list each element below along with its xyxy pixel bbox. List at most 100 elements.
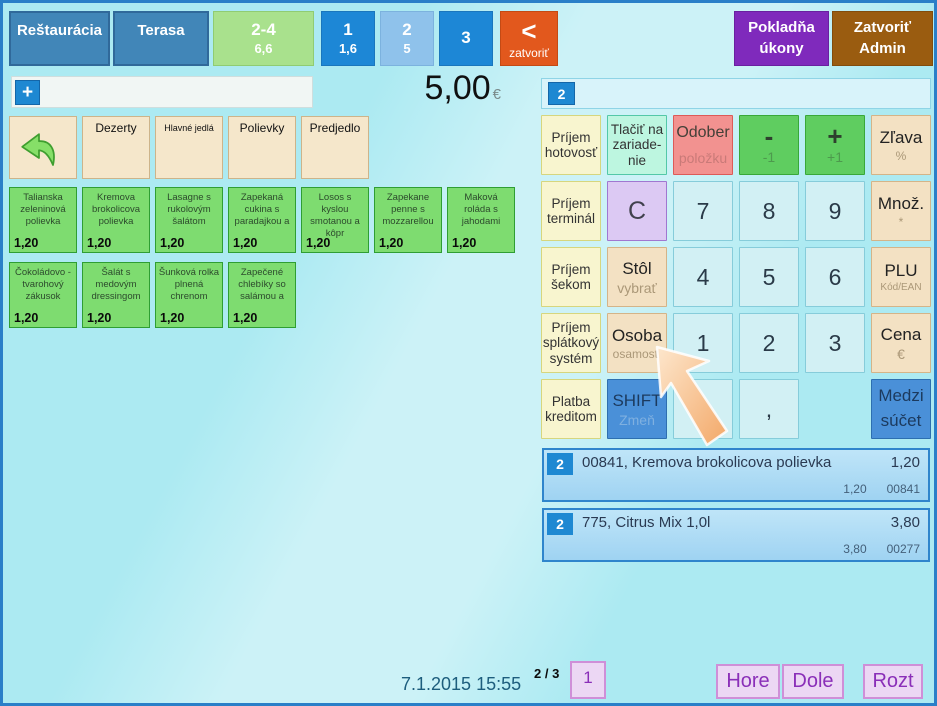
product-button[interactable]: Zapečené chlebíky so salámou a 1,20 (228, 262, 296, 328)
subtotal-button[interactable]: Medzi súčet (871, 379, 931, 439)
close-admin-line2: Admin (859, 39, 906, 57)
order-item-code: 00841 (886, 482, 920, 496)
digit-3-key[interactable]: 3 (805, 313, 865, 373)
category-tab-dezerty[interactable]: Dezerty (82, 116, 150, 179)
remove-item-sublabel: položku (678, 150, 728, 166)
table-number: 2-4 (251, 20, 276, 39)
cash-actions-button[interactable]: Pokladňa úkony (734, 11, 829, 66)
product-button[interactable]: Šalát s medovým dressingom 1,20 (82, 262, 150, 328)
digit-1-key[interactable]: 1 (673, 313, 733, 373)
comma-key[interactable]: , (739, 379, 799, 439)
digit-5-key[interactable]: 5 (739, 247, 799, 307)
empty-cell (805, 379, 865, 439)
split-button[interactable]: Rozt (863, 664, 923, 699)
plu-button[interactable]: PLU Kód/EAN (871, 247, 931, 307)
category-bar: Dezerty Hlavné jedlá Polievky Predjedlo (9, 116, 369, 179)
increment-button[interactable]: + +1 (805, 115, 865, 175)
product-name: Zapečené chlebíky so salámou a (238, 267, 286, 302)
category-tab-polievky[interactable]: Polievky (228, 116, 296, 179)
product-name: Šalát s medovým dressingom (91, 267, 141, 302)
product-button[interactable]: Čokoládovo - tvarohový zákusok 1,20 (9, 262, 77, 328)
close-admin-button[interactable]: Zatvoriť Admin (832, 11, 933, 66)
payment-credit-button[interactable]: Platba kreditom (541, 379, 601, 439)
increment-sublabel: +1 (827, 149, 843, 166)
product-button[interactable]: Kremova brokolicova polievka 1,20 (82, 187, 150, 253)
room-restaurant-button[interactable]: Reštaurácia (9, 11, 110, 66)
scroll-down-button[interactable]: Dole (782, 664, 844, 699)
remove-item-label: Odober (676, 124, 730, 141)
table-sublabel: vybrať (617, 279, 657, 296)
payment-cash-button[interactable]: Príjem hotovosť (541, 115, 601, 175)
product-name: Maková roláda s jahodami (461, 192, 501, 227)
person-sublabel: osamost. (612, 346, 662, 361)
order-item-code: 00277 (886, 542, 920, 556)
category-back-button[interactable] (9, 116, 77, 179)
order-item-price: 1,20 (890, 454, 920, 471)
cash-actions-line1: Pokladňa (748, 19, 815, 37)
order-item[interactable]: 2 775, Citrus Mix 1,0l 3,80 3,80 00277 (542, 508, 930, 562)
product-button[interactable]: Zapekane penne s mozzarellou 1,20 (374, 187, 442, 253)
table-button-3[interactable]: 3 (439, 11, 493, 66)
order-qty-badge: 2 (547, 453, 573, 475)
product-row: Talianska zeleninová polievka 1,20 Kremo… (9, 187, 515, 253)
product-name: Čokoládovo - tvarohový zákusok (15, 267, 71, 302)
scroll-up-button[interactable]: Hore (716, 664, 780, 699)
category-tab-hlavne-jedla[interactable]: Hlavné jedlá (155, 116, 223, 179)
product-button[interactable]: Šunková rolka plnená chrenom 1,20 (155, 262, 223, 328)
digit-7-key[interactable]: 7 (673, 181, 733, 241)
quantity-button[interactable]: Množ. * (871, 181, 931, 241)
digit-6-key[interactable]: 6 (805, 247, 865, 307)
payment-installments-button[interactable]: Príjem splátkový systém (541, 313, 601, 373)
payment-cheque-button[interactable]: Príjem šekom (541, 247, 601, 307)
digit-8-key[interactable]: 8 (739, 181, 799, 241)
product-name: Lasagne s rukolovým šalátom (167, 192, 211, 227)
product-name: Losos s kyslou smotanou a kôpr (310, 192, 360, 239)
person-label: Osoba (611, 325, 663, 345)
discount-button[interactable]: Zľava % (871, 115, 931, 175)
remove-item-button[interactable]: Odober položku (673, 115, 733, 175)
digit-9-key[interactable]: 9 (805, 181, 865, 241)
close-admin-line1: Zatvoriť (853, 19, 912, 37)
shift-button[interactable]: SHIFT Zmeň (607, 379, 667, 439)
print-to-device-button[interactable]: Tlačiť na zariade- nie (607, 115, 667, 175)
product-button[interactable]: Talianska zeleninová polievka 1,20 (9, 187, 77, 253)
add-item-button[interactable]: + (15, 80, 40, 105)
select-table-button[interactable]: Stôl vybrať (607, 247, 667, 307)
product-row: Čokoládovo - tvarohový zákusok 1,20 Šalá… (9, 262, 296, 328)
product-price: 1,20 (306, 236, 331, 250)
payment-terminal-button[interactable]: Príjem terminál (541, 181, 601, 241)
person-button[interactable]: Osoba osamost. (607, 313, 667, 373)
room-terrace-button[interactable]: Terasa (113, 11, 209, 66)
product-price: 1,20 (379, 236, 404, 250)
category-tab-predjedlo[interactable]: Predjedlo (301, 116, 369, 179)
quantity-label: Množ. (877, 193, 925, 213)
minus-icon: - (764, 120, 774, 151)
table-number: 1 (343, 20, 353, 39)
receipt-count-badge: 2 (548, 82, 575, 105)
item-search-input[interactable] (11, 76, 313, 108)
clear-button[interactable]: C (607, 181, 667, 241)
product-button[interactable]: Lasagne s rukolovým šalátom 1,20 (155, 187, 223, 253)
order-item-price: 3,80 (890, 514, 920, 531)
order-item-unit-price: 1,20 (843, 482, 867, 496)
product-price: 1,20 (14, 311, 39, 325)
order-item[interactable]: 2 00841, Kremova brokolicova polievka 1,… (542, 448, 930, 502)
amount-value: 5,00 (424, 69, 491, 107)
keypad-grid: Príjem hotovosť Tlačiť na zariade- nie O… (541, 115, 931, 439)
price-button[interactable]: Cena € (871, 313, 931, 373)
product-button[interactable]: Zapekaná cukina s paradajkou a 1,20 (228, 187, 296, 253)
product-button[interactable]: Losos s kyslou smotanou a kôpr 1,20 (301, 187, 369, 253)
table-amount: 5 (403, 41, 411, 57)
digit-4-key[interactable]: 4 (673, 247, 733, 307)
decrement-sublabel: -1 (762, 149, 776, 166)
table-amount: 1,6 (338, 41, 358, 57)
digit-2-key[interactable]: 2 (739, 313, 799, 373)
table-button-2[interactable]: 2 5 (380, 11, 434, 66)
page-1-button[interactable]: 1 (570, 661, 606, 699)
product-button[interactable]: Maková roláda s jahodami 1,20 (447, 187, 515, 253)
decrement-button[interactable]: - -1 (739, 115, 799, 175)
digit-0-key[interactable]: 0 (673, 379, 733, 439)
table-button-2-4[interactable]: 2-4 6,6 (213, 11, 314, 66)
close-table-button[interactable]: < zatvoriť (500, 11, 558, 66)
table-button-1[interactable]: 1 1,6 (321, 11, 375, 66)
